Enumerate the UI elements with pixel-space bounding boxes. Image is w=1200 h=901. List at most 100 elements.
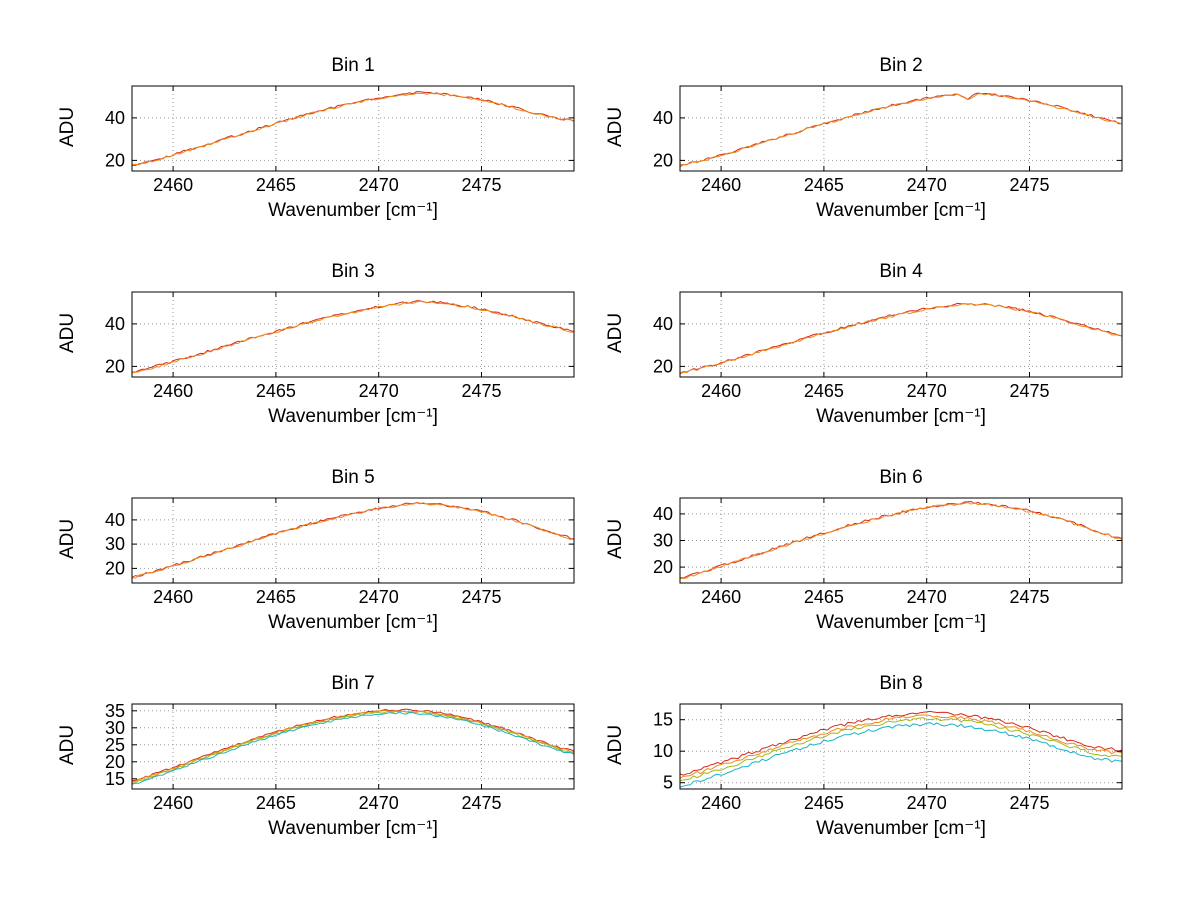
svg-text:2465: 2465 xyxy=(256,793,296,813)
subplot-bin-2: Bin 2 ADU 2460 2465 2470 2475 20 40 Wavenumbe… xyxy=(604,36,1134,242)
svg-text:2470: 2470 xyxy=(907,175,947,195)
subplot-bin-5: Bin 5 ADU 2460 2465 2470 2475 20 30 40 Wavenum… xyxy=(56,448,586,654)
svg-text:20: 20 xyxy=(653,151,673,171)
plot-area-bin-6: 2460 2465 2470 2475 20 30 40 xyxy=(653,497,1123,607)
y-axis-label: ADU xyxy=(605,107,626,148)
svg-text:2460: 2460 xyxy=(153,381,193,401)
svg-text:2475: 2475 xyxy=(461,587,501,607)
svg-text:2460: 2460 xyxy=(153,793,193,813)
svg-text:35: 35 xyxy=(105,700,125,720)
svg-text:2465: 2465 xyxy=(804,175,844,195)
svg-text:10: 10 xyxy=(653,741,673,761)
svg-text:2470: 2470 xyxy=(907,587,947,607)
svg-text:20: 20 xyxy=(653,557,673,577)
x-axis-label: Wavenumber [cm⁻¹] xyxy=(816,611,986,633)
svg-text:25: 25 xyxy=(105,734,125,754)
svg-text:20: 20 xyxy=(105,151,125,171)
y-axis-label: ADU xyxy=(605,518,626,559)
plot-title: Bin 1 xyxy=(331,55,375,77)
plot-body: ADU 2460 2465 2470 2475 20 40 xyxy=(604,287,1134,405)
x-axis-label: Wavenumber [cm⁻¹] xyxy=(268,406,438,428)
plot-area-bin-4: 2460 2465 2470 2475 20 40 xyxy=(653,291,1123,401)
plot-area-bin-1: 2460 2465 2470 2475 20 40 xyxy=(105,85,575,195)
svg-text:2470: 2470 xyxy=(907,381,947,401)
plot-title: Bin 6 xyxy=(879,466,923,488)
svg-text:15: 15 xyxy=(653,709,673,729)
plot-body: ADU 2460 2465 2470 2475 20 40 xyxy=(56,287,586,405)
svg-text:40: 40 xyxy=(653,314,673,334)
x-axis-label: Wavenumber [cm⁻¹] xyxy=(268,611,438,633)
plot-title: Bin 8 xyxy=(879,672,923,694)
plot-title: Bin 5 xyxy=(331,466,375,488)
plot-body: ADU 2460 2465 2470 2475 5 10 15 xyxy=(604,699,1134,817)
subplot-bin-4: Bin 4 ADU 2460 2465 2470 2475 20 40 Wavenumbe… xyxy=(604,242,1134,448)
subplot-bin-6: Bin 6 ADU 2460 2465 2470 2475 20 30 40 Wavenum… xyxy=(604,448,1134,654)
y-axis-label: ADU xyxy=(57,107,78,148)
svg-text:2460: 2460 xyxy=(153,175,193,195)
plot-title: Bin 4 xyxy=(879,261,923,283)
svg-text:2460: 2460 xyxy=(701,587,741,607)
svg-text:20: 20 xyxy=(105,558,125,578)
svg-text:40: 40 xyxy=(653,504,673,524)
svg-text:40: 40 xyxy=(653,108,673,128)
svg-text:2465: 2465 xyxy=(256,587,296,607)
x-axis-label: Wavenumber [cm⁻¹] xyxy=(268,200,438,222)
svg-text:2465: 2465 xyxy=(804,381,844,401)
svg-text:5: 5 xyxy=(663,772,673,792)
subplot-bin-3: Bin 3 ADU 2460 2465 2470 2475 20 40 Wavenumbe… xyxy=(56,242,586,448)
svg-text:40: 40 xyxy=(105,108,125,128)
plot-title: Bin 7 xyxy=(331,672,375,694)
y-axis-label: ADU xyxy=(605,724,626,765)
svg-text:2475: 2475 xyxy=(1009,793,1049,813)
svg-text:40: 40 xyxy=(105,510,125,530)
svg-text:2470: 2470 xyxy=(359,587,399,607)
svg-text:2475: 2475 xyxy=(461,175,501,195)
plot-body: ADU 2460 2465 2470 2475 20 30 40 xyxy=(56,493,586,611)
plot-area-bin-5: 2460 2465 2470 2475 20 30 40 xyxy=(105,497,575,607)
svg-text:2475: 2475 xyxy=(461,381,501,401)
svg-text:40: 40 xyxy=(105,314,125,334)
svg-text:2460: 2460 xyxy=(153,587,193,607)
plot-title: Bin 3 xyxy=(331,261,375,283)
subplot-bin-8: Bin 8 ADU 2460 2465 2470 2475 5 10 15 Wavenumb… xyxy=(604,653,1134,859)
svg-text:2470: 2470 xyxy=(359,793,399,813)
svg-text:20: 20 xyxy=(105,751,125,771)
svg-text:2475: 2475 xyxy=(1009,587,1049,607)
subplot-bin-7: Bin 7 ADU 2460 2465 2470 2475 15 20 25 30 35 Wav… xyxy=(56,653,586,859)
svg-text:20: 20 xyxy=(653,357,673,377)
y-axis-label: ADU xyxy=(57,313,78,354)
svg-text:2475: 2475 xyxy=(1009,381,1049,401)
svg-text:30: 30 xyxy=(105,534,125,554)
subplot-bin-1: Bin 1 ADU 2460 2465 2470 2475 20 40 Wavenumbe… xyxy=(56,36,586,242)
svg-text:2475: 2475 xyxy=(461,793,501,813)
plot-area-bin-8: 2460 2465 2470 2475 5 10 15 xyxy=(653,703,1123,813)
svg-text:30: 30 xyxy=(105,717,125,737)
svg-text:20: 20 xyxy=(105,357,125,377)
svg-text:2470: 2470 xyxy=(359,175,399,195)
y-axis-label: ADU xyxy=(605,313,626,354)
x-axis-label: Wavenumber [cm⁻¹] xyxy=(268,817,438,839)
x-axis-label: Wavenumber [cm⁻¹] xyxy=(816,406,986,428)
plot-body: ADU 2460 2465 2470 2475 20 40 xyxy=(56,81,586,199)
svg-text:2465: 2465 xyxy=(256,381,296,401)
x-axis-label: Wavenumber [cm⁻¹] xyxy=(816,200,986,222)
plot-body: ADU 2460 2465 2470 2475 20 40 xyxy=(604,81,1134,199)
svg-text:2465: 2465 xyxy=(256,175,296,195)
plot-area-bin-2: 2460 2465 2470 2475 20 40 xyxy=(653,85,1123,195)
plot-title: Bin 2 xyxy=(879,55,923,77)
svg-text:2460: 2460 xyxy=(701,175,741,195)
svg-text:2470: 2470 xyxy=(907,793,947,813)
plot-area-bin-3: 2460 2465 2470 2475 20 40 xyxy=(105,291,575,401)
svg-text:30: 30 xyxy=(653,530,673,550)
svg-text:2470: 2470 xyxy=(359,381,399,401)
plot-body: ADU 2460 2465 2470 2475 20 30 40 xyxy=(604,493,1134,611)
svg-text:15: 15 xyxy=(105,768,125,788)
svg-text:2460: 2460 xyxy=(701,381,741,401)
x-axis-label: Wavenumber [cm⁻¹] xyxy=(816,817,986,839)
svg-text:2460: 2460 xyxy=(701,793,741,813)
plot-body: ADU 2460 2465 2470 2475 15 20 25 30 35 xyxy=(56,699,586,817)
y-axis-label: ADU xyxy=(57,724,78,765)
svg-text:2465: 2465 xyxy=(804,587,844,607)
